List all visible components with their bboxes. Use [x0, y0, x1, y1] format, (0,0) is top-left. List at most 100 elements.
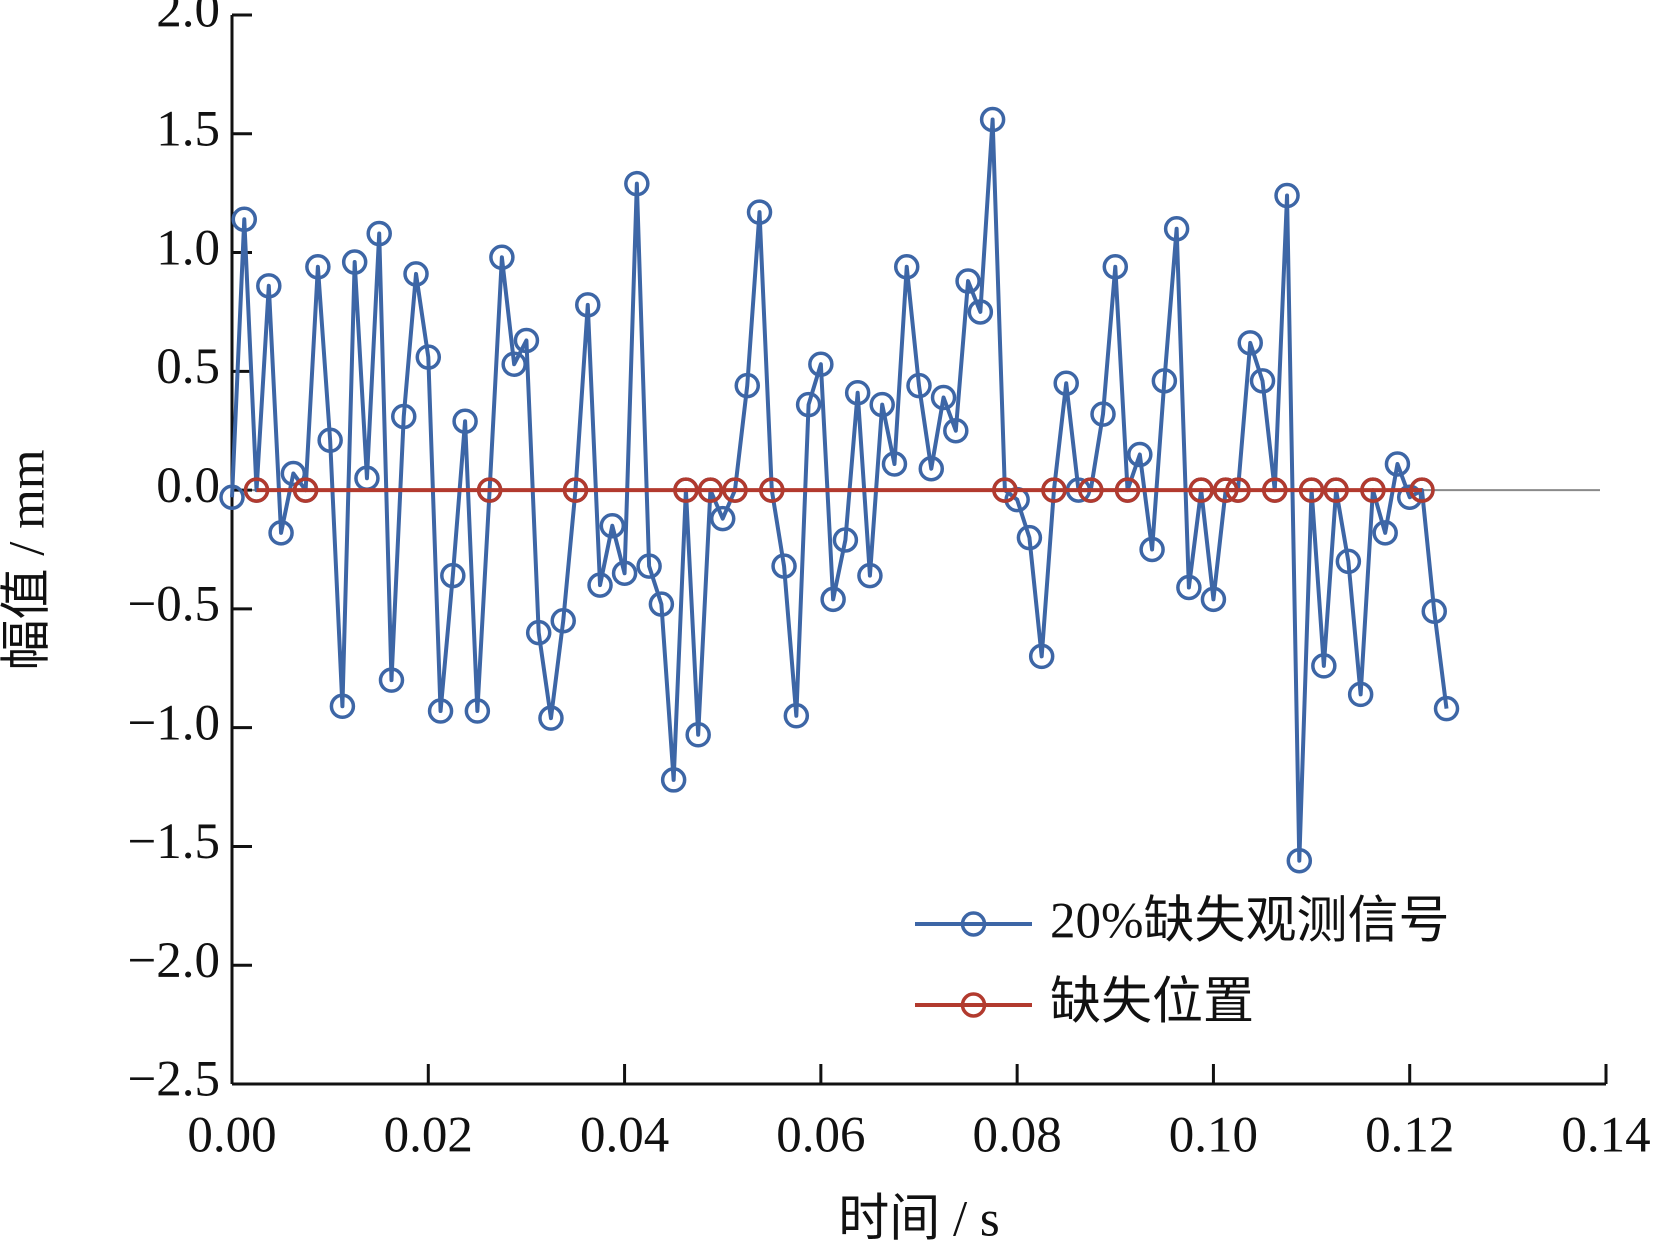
marker	[844, 379, 871, 406]
marker	[930, 384, 957, 411]
marker	[1372, 520, 1398, 546]
marker	[243, 477, 270, 503]
marker	[1323, 477, 1349, 503]
series-line	[230, 117, 1449, 863]
marker	[305, 254, 331, 280]
y-tick-label: −1.0	[127, 695, 220, 751]
marker	[415, 344, 442, 370]
marker	[575, 292, 601, 318]
marker	[1176, 574, 1202, 601]
x-tick-label: 0.08	[973, 1108, 1062, 1164]
marker	[893, 254, 920, 280]
marker	[746, 199, 773, 225]
marker	[513, 327, 540, 354]
marker	[538, 705, 564, 731]
marker	[1421, 598, 1447, 625]
y-tick-label: 0.5	[156, 339, 220, 395]
legend-marker	[960, 992, 987, 1018]
marker	[1225, 477, 1251, 503]
marker	[476, 477, 503, 503]
x-tick-label: 0.02	[384, 1108, 473, 1164]
marker	[697, 477, 724, 503]
marker	[832, 527, 859, 553]
marker	[1016, 524, 1043, 551]
y-tick-label: −2.0	[127, 933, 220, 989]
marker	[906, 372, 932, 399]
marker	[427, 698, 454, 724]
marker	[1433, 695, 1460, 722]
x-axis-label: 时间 / s	[838, 1192, 1000, 1248]
marker	[1262, 477, 1288, 503]
marker	[256, 273, 282, 299]
y-tick-label: −1.5	[127, 814, 220, 870]
marker	[391, 403, 417, 430]
marker	[525, 619, 552, 646]
y-tick-label: 1.0	[156, 220, 220, 276]
marker	[967, 299, 994, 325]
marker	[268, 520, 294, 546]
marker	[1188, 477, 1214, 503]
x-tick-label: 0.14	[1561, 1108, 1650, 1164]
y-tick-label: −0.5	[127, 577, 220, 633]
marker	[1078, 477, 1104, 503]
marker	[1347, 681, 1374, 708]
legend-label: 缺失位置	[1050, 975, 1254, 1031]
y-axis-label: 幅值 / mm	[0, 449, 56, 670]
marker	[1151, 368, 1178, 394]
marker	[992, 477, 1018, 503]
x-tick-label: 0.06	[776, 1108, 865, 1164]
marker	[1028, 643, 1055, 670]
marker	[280, 460, 307, 487]
marker	[869, 391, 895, 418]
marker	[587, 572, 613, 598]
marker	[501, 351, 527, 377]
marker	[808, 351, 834, 377]
marker	[1360, 477, 1386, 503]
marker	[1335, 548, 1362, 575]
marker	[1090, 401, 1116, 427]
marker	[1286, 847, 1313, 874]
marker	[452, 408, 478, 434]
marker	[440, 562, 466, 589]
marker	[329, 693, 356, 720]
y-tick-label: −2.5	[127, 1052, 220, 1108]
marker	[759, 477, 785, 503]
marker	[943, 417, 969, 444]
marker	[1114, 477, 1141, 503]
marker	[918, 455, 945, 482]
marker	[562, 477, 589, 503]
marker	[489, 244, 515, 271]
marker	[1249, 368, 1276, 394]
legend-marker	[960, 911, 987, 937]
marker	[1396, 484, 1423, 510]
marker	[820, 586, 846, 613]
marker	[709, 505, 736, 532]
marker	[1298, 477, 1325, 503]
marker	[955, 268, 981, 294]
marker	[1127, 441, 1153, 468]
marker	[1237, 330, 1263, 356]
marker	[722, 477, 748, 503]
x-tick-label: 0.00	[187, 1108, 276, 1164]
y-tick-label: 2.0	[156, 0, 220, 39]
marker	[1053, 370, 1079, 396]
marker	[648, 591, 675, 617]
marker	[1200, 586, 1227, 613]
marker	[292, 477, 319, 503]
marker	[795, 391, 822, 418]
marker	[1311, 653, 1337, 679]
marker	[403, 261, 429, 287]
marker	[219, 484, 245, 510]
marker	[1041, 477, 1067, 503]
marker	[685, 722, 711, 748]
marker	[1102, 254, 1129, 280]
marker	[317, 427, 343, 453]
marker	[771, 553, 797, 579]
marker	[673, 477, 699, 503]
marker	[599, 512, 626, 539]
marker	[881, 451, 908, 477]
marker	[1274, 182, 1300, 209]
marker	[979, 106, 1006, 133]
legend-label: 20%缺失观测信号	[1050, 894, 1449, 950]
marker	[1384, 451, 1411, 477]
